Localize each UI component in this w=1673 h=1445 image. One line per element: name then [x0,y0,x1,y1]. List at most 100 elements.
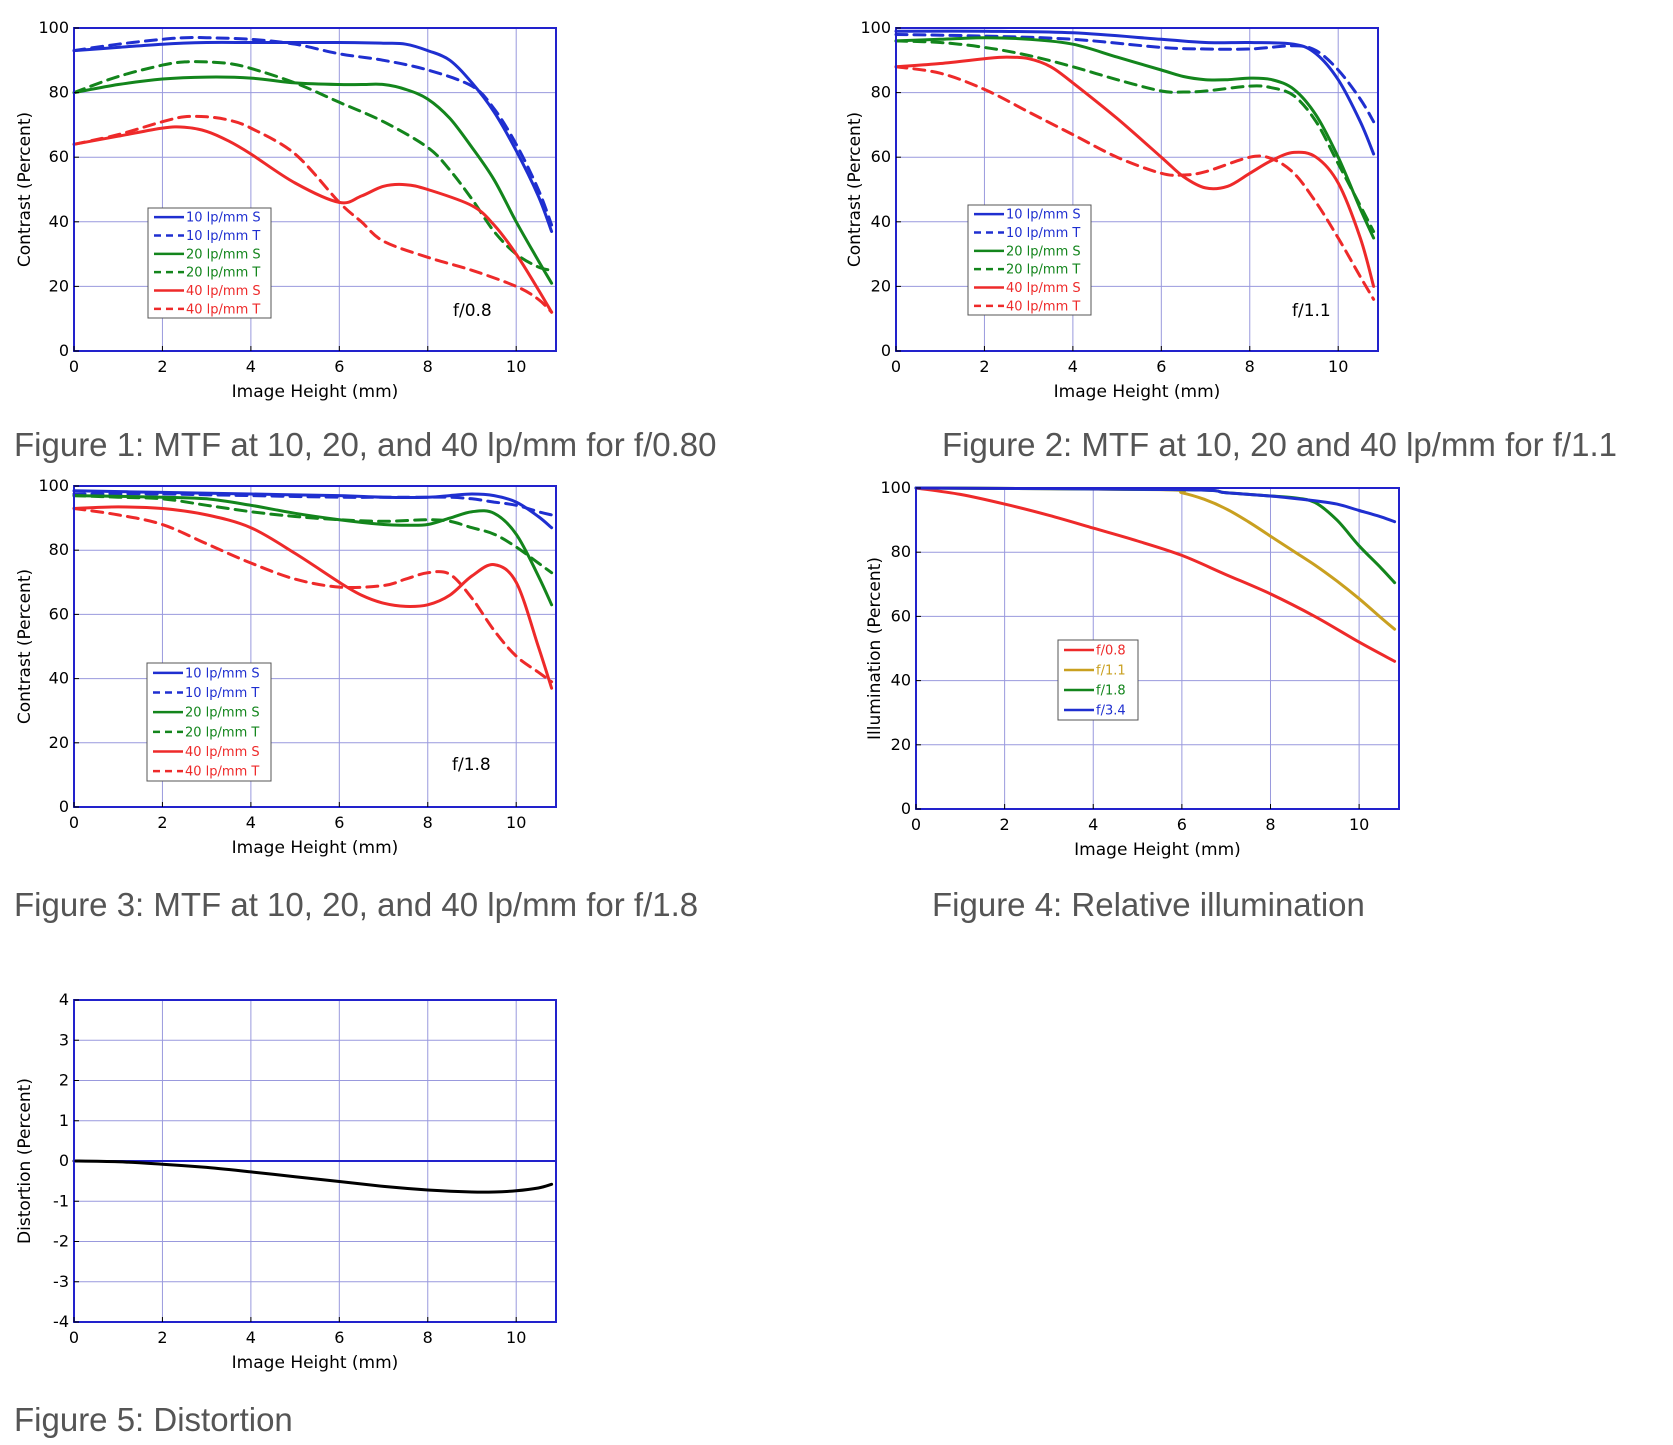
legend-label: 40 lp/mm T [1006,299,1080,314]
x-tick-label: 10 [506,357,526,376]
series-line-1 [894,29,1376,156]
legend-label: 20 lp/mm S [186,247,261,262]
legend-label: f/1.1 [1096,664,1126,679]
series-line-4 [894,39,1376,233]
legend-box [1057,639,1139,721]
x-tick-label: 2 [157,357,167,376]
x-tick-label: 4 [246,813,256,832]
axes-frame [895,27,1379,352]
legend-box [146,662,272,782]
series-line-1 [72,40,554,233]
x-tick-label: 0 [69,1328,79,1347]
series-line-5 [894,55,1376,288]
y-tick-label: 20 [871,276,891,295]
y-tick-label: 60 [891,606,911,625]
y-tick-label: 100 [880,478,911,497]
fnumber-annotation: f/1.8 [452,755,491,775]
axes-frame [915,487,1400,810]
x-tick-label: 8 [423,813,433,832]
x-tick-label: 0 [69,357,79,376]
y-tick-label: 100 [860,18,891,37]
fnumber-annotation: f/1.1 [1292,301,1331,321]
y-tick-label: 60 [49,604,69,623]
series-line-4 [72,60,554,272]
series-line-2 [72,492,554,517]
plot-area [916,488,1399,809]
series-line-2 [72,35,554,227]
figure-1-caption: Figure 1: MTF at 10, 20, and 40 lp/mm fo… [14,426,717,463]
x-tick-label: 2 [979,357,989,376]
x-tick-label: 2 [157,813,167,832]
chart-panel-3: 0 2 4 6 8 10 0 20 40 60 80 100 Image Height (mm) Cont… [0,460,620,860]
legend-label: 40 lp/mm S [185,745,260,760]
legend-box [147,207,272,319]
legend-label: 10 lp/mm S [186,211,261,226]
legend-label: 40 lp/mm S [186,284,261,299]
figure-5-caption: Figure 5: Distortion [14,1401,293,1438]
axes-frame [73,485,557,808]
y-tick-label: 100 [38,18,69,37]
legend-label: 20 lp/mm T [186,266,260,281]
y-axis-label: Contrast (Percent) [15,112,35,267]
x-tick-label: 6 [334,1328,344,1347]
x-tick-label: 6 [1156,357,1166,376]
chart-panel-1: 0 2 4 6 8 10 0 20 40 60 80 100 Image Height (mm) Cont… [0,0,620,402]
x-axis-label: Image Height (mm) [1054,382,1221,402]
legend-box [967,204,1092,316]
x-tick-label: 8 [423,357,433,376]
legend-label: 20 lp/mm T [1006,263,1080,278]
x-tick-label: 4 [246,1328,256,1347]
chart-5: 0 2 4 6 8 10 -4 -3 -2 -1 0 1 2 3 4 Image Height (mm) Dis… [15,990,557,1373]
y-tick-label: 60 [49,147,69,166]
series-line-5 [72,505,554,690]
y-tick-label: 40 [49,212,69,231]
x-axis-label: Image Height (mm) [232,382,399,402]
series-line-4 [914,486,1397,524]
chart-panel-5: 0 2 4 6 8 10 -4 -3 -2 -1 0 1 2 3 4 Image Height (mm) Dis… [0,975,620,1375]
legend-label: 40 lp/mm T [185,765,259,780]
x-tick-label: 4 [1068,357,1078,376]
series-line-1 [914,486,1397,663]
legend-label: f/1.8 [1096,684,1126,699]
y-tick-label: 20 [891,735,911,754]
y-tick-label: 100 [38,476,69,495]
legend-label: f/3.4 [1096,704,1126,719]
series-line-3 [72,75,554,285]
y-tick-label: -3 [53,1272,69,1291]
x-tick-label: 6 [334,357,344,376]
x-tick-label: 10 [1328,357,1348,376]
y-tick-label: 1 [59,1111,69,1130]
figure-2-caption: Figure 2: MTF at 10, 20 and 40 lp/mm for… [942,426,1617,463]
y-tick-label: 40 [49,669,69,688]
legend-label: 20 lp/mm S [1006,244,1081,259]
y-tick-label: 40 [871,212,891,231]
x-tick-label: 2 [157,1328,167,1347]
y-tick-label: 80 [49,83,69,102]
series-line-2 [894,33,1376,124]
x-tick-label: 0 [911,815,921,834]
legend-label: 10 lp/mm T [185,686,259,701]
chart-panel-2: 0 2 4 6 8 10 0 20 40 60 80 100 Image Height (mm) Cont… [830,0,1450,402]
chart-panel-4: 0 2 4 6 8 10 0 20 40 60 80 100 Image Height (mm) Illu… [850,460,1470,860]
fnumber-annotation: f/0.8 [453,301,492,321]
series-line-5 [72,125,554,314]
y-tick-label: 60 [871,147,891,166]
y-axis-label: Contrast (Percent) [845,112,865,267]
x-tick-label: 10 [506,1328,526,1347]
y-tick-label: -4 [53,1312,69,1331]
legend-label: 20 lp/mm S [185,706,260,721]
x-axis-label: Image Height (mm) [232,1353,399,1373]
y-tick-label: 0 [901,799,911,818]
y-axis-label: Distortion (Percent) [15,1078,35,1244]
series-line-6 [894,65,1376,301]
legend-label: 10 lp/mm T [1006,226,1080,241]
figure-4-caption: Figure 4: Relative illumination [932,886,1365,923]
y-tick-label: 4 [59,990,69,1009]
legend-label: 10 lp/mm T [186,229,260,244]
y-tick-label: 80 [891,542,911,561]
x-tick-label: 6 [334,813,344,832]
series-line-6 [72,507,554,684]
y-tick-label: 0 [59,797,69,816]
